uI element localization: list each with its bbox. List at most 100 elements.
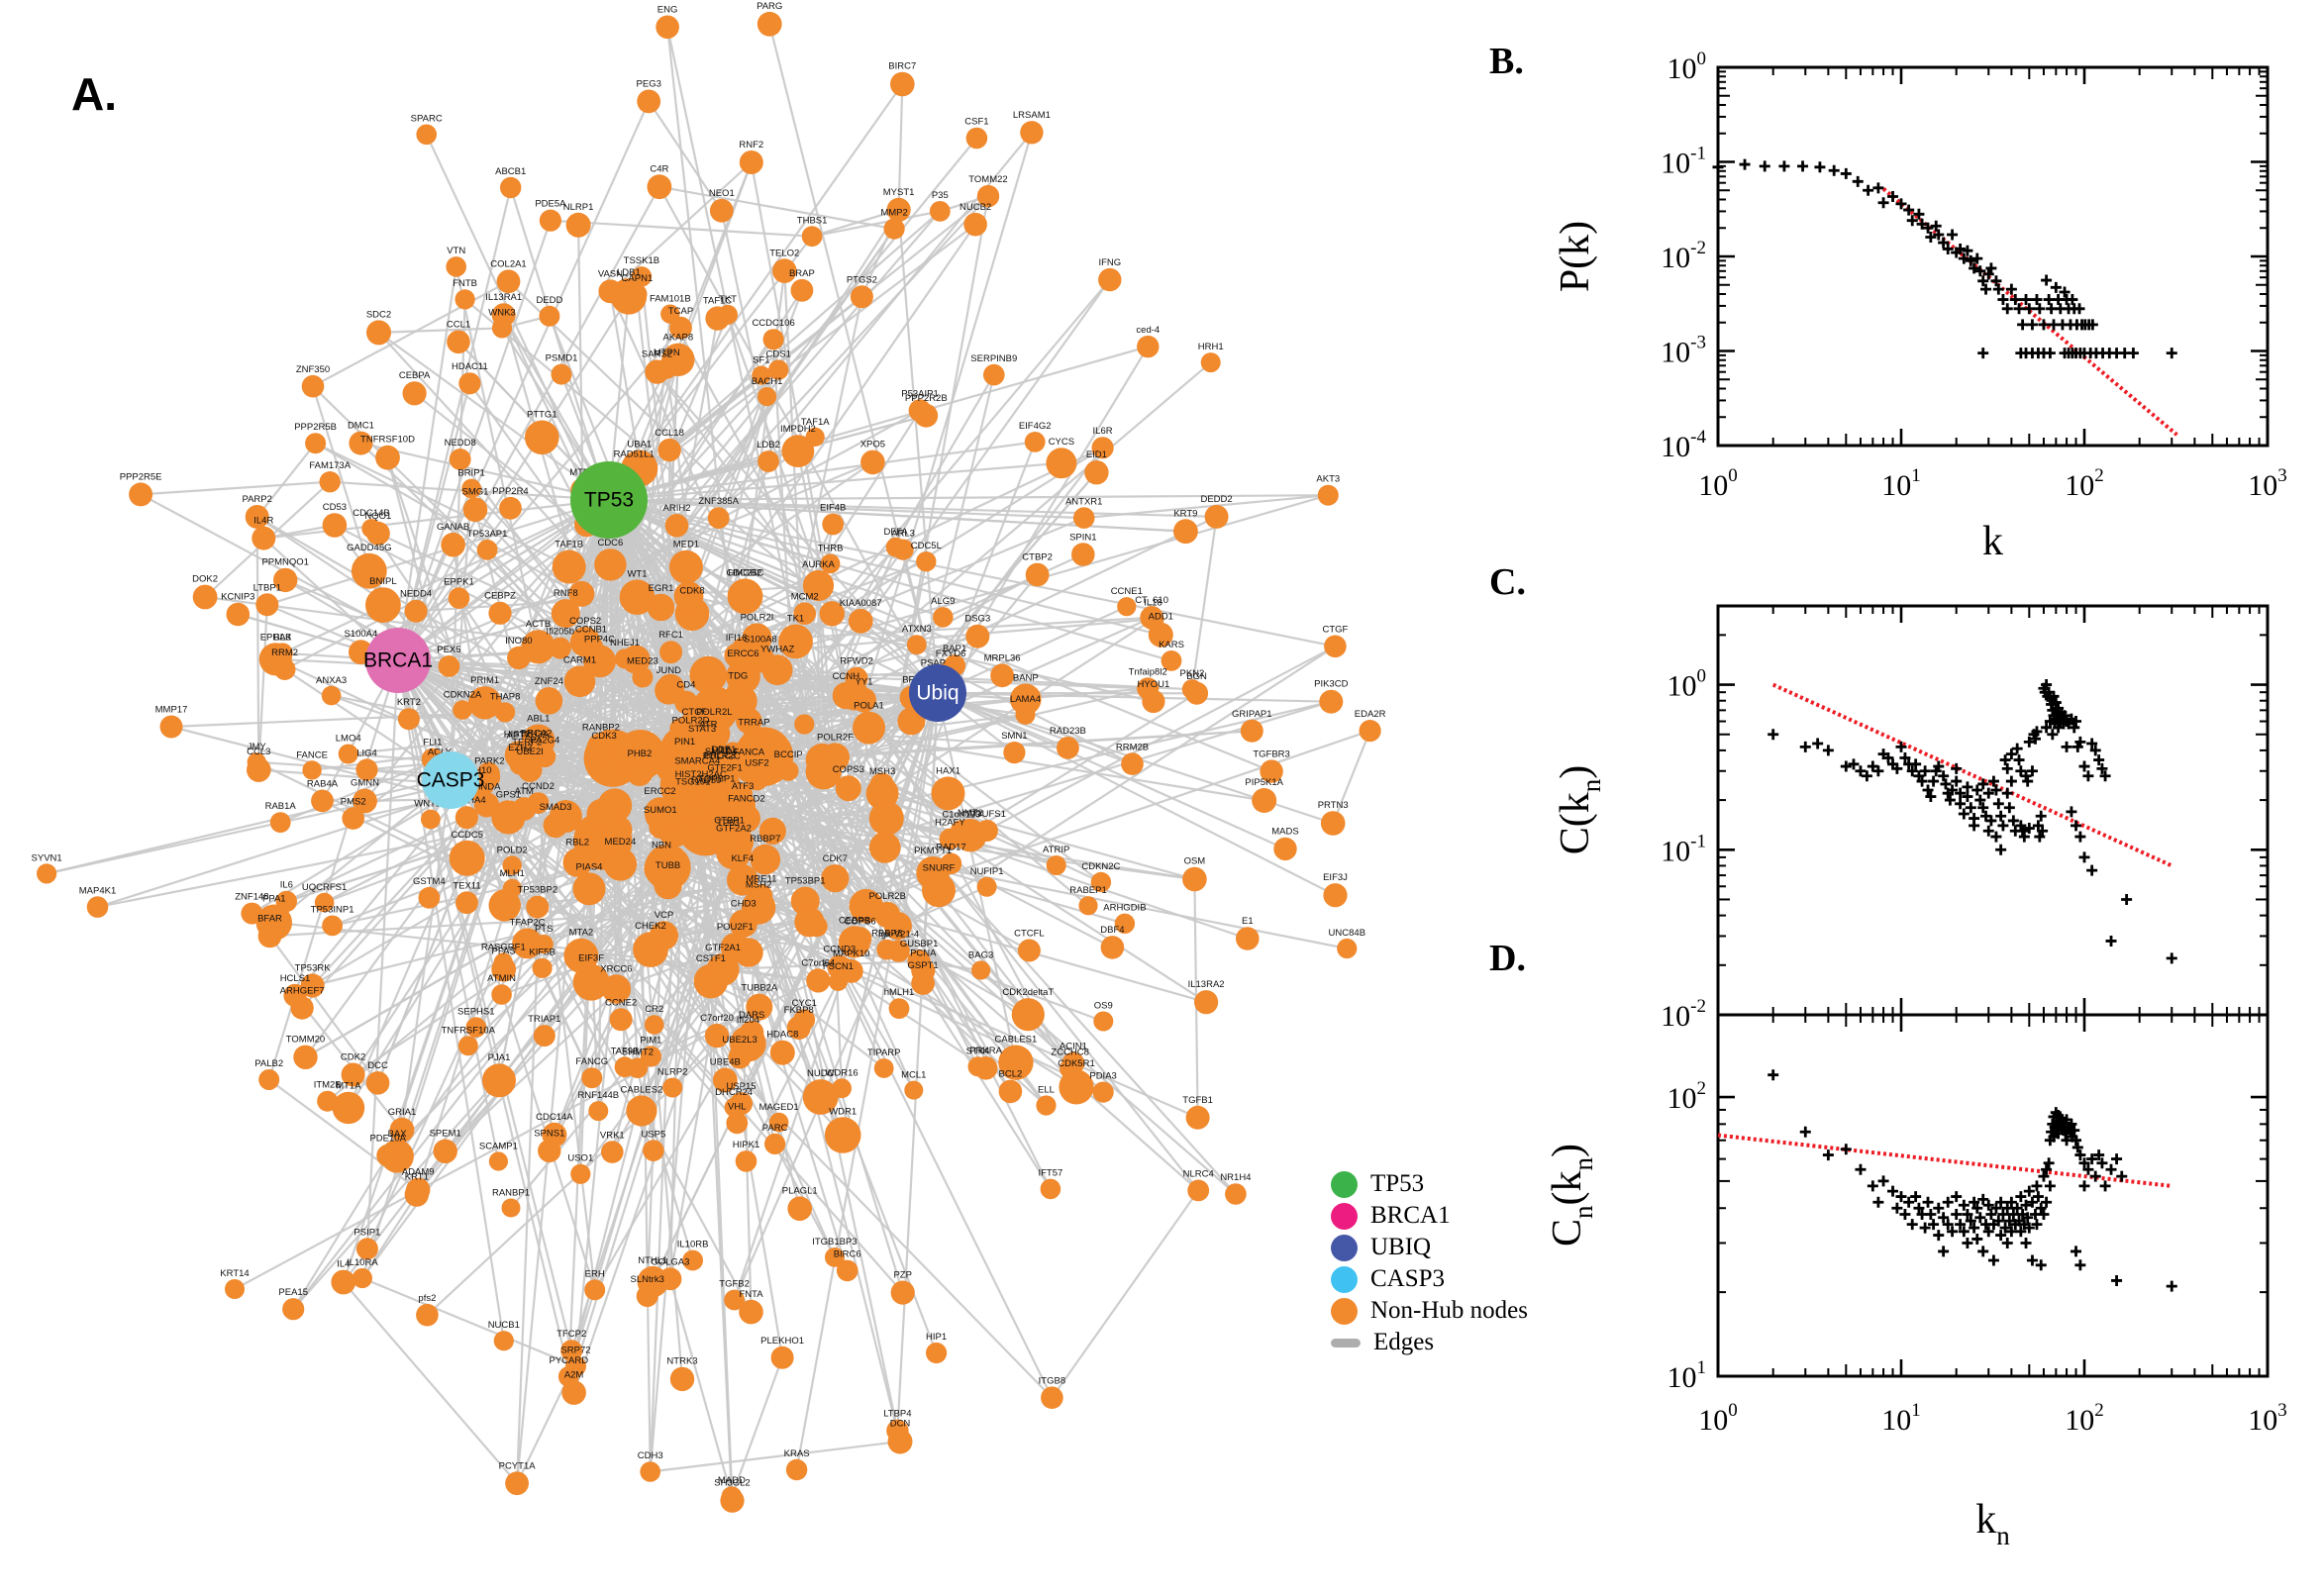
gene-label: COPS3 (833, 764, 864, 775)
data-point (1922, 1196, 1934, 1208)
gene-label: DFFA (883, 527, 908, 538)
gene-label: LAMA4 (1010, 694, 1041, 705)
gene-label: NBN (652, 841, 671, 851)
data-point (2121, 893, 2133, 905)
network-node (461, 478, 481, 499)
data-point (2078, 851, 2090, 863)
data-point (2043, 1157, 2055, 1169)
data-point (1872, 182, 1884, 194)
y-tick-label: 100 (1667, 666, 1707, 703)
gene-label: PIAS4 (576, 861, 603, 872)
data-point (1980, 283, 1992, 295)
gene-label: OSM (1184, 856, 1206, 867)
data-point (1958, 1199, 1970, 1211)
data-point (2005, 1196, 2017, 1208)
network-node (586, 798, 617, 830)
network-node (730, 1025, 766, 1062)
data-point (2031, 294, 2043, 306)
data-point (2022, 775, 2034, 787)
data-point (1867, 760, 1878, 772)
data-point (1916, 218, 1928, 230)
data-point (1995, 844, 2007, 855)
gene-label: ATMIN (487, 973, 516, 984)
gene-label: CTBP1 (714, 816, 745, 827)
data-point (1990, 1202, 2002, 1214)
data-point (2001, 1237, 2013, 1248)
data-point (1867, 1180, 1878, 1192)
network-node (768, 1112, 789, 1133)
gene-label: CD4 (676, 680, 695, 691)
network-node (502, 878, 522, 898)
network-node (562, 848, 592, 877)
gene-label: NEO1 (709, 188, 735, 199)
x-tick-label: 100 (1698, 1400, 1738, 1437)
network-node (586, 733, 616, 761)
data-point (1977, 275, 1989, 287)
network-node (565, 212, 591, 238)
network-node (975, 820, 998, 842)
gene-label: NDUFS1 (968, 809, 1006, 820)
data-point (1997, 820, 2009, 832)
network-edge (361, 1276, 576, 1367)
network-edge (817, 585, 844, 1089)
data-point (1778, 160, 1790, 172)
gene-label: RAB4A (307, 779, 339, 790)
data-point (2105, 1163, 2117, 1175)
data-point (1933, 1230, 1945, 1242)
network-node (499, 496, 522, 520)
gene-label: BFAR (257, 914, 282, 925)
data-point (1947, 1226, 1959, 1238)
gene-label: PIN1 (674, 737, 695, 748)
network-node (319, 471, 341, 493)
data-point (1942, 1219, 1954, 1231)
gene-label: DBF4 (1100, 925, 1124, 936)
data-point (1768, 729, 1779, 741)
data-point (2086, 738, 2098, 749)
network-edge (650, 1440, 901, 1473)
panel-d-label: D. (1489, 938, 1526, 979)
gene-label: ERCC2 (644, 786, 675, 797)
data-point (2074, 736, 2086, 748)
gene-label: USP15 (726, 1081, 756, 1092)
network-node (1060, 1057, 1081, 1079)
gene-label: CDK5R1 (1058, 1058, 1095, 1069)
gene-label: TAF1B (555, 540, 583, 550)
network-node (488, 601, 512, 625)
data-point (1947, 229, 1959, 241)
gene-label: PEX5 (437, 645, 460, 655)
gene-label: EID1 (1086, 449, 1107, 460)
network-node (331, 1269, 356, 1295)
gene-label: DSG3 (964, 614, 990, 625)
data-point (2020, 770, 2032, 782)
gene-label: DEDD (536, 295, 562, 306)
network-node (658, 1267, 682, 1291)
network-edge (659, 460, 874, 609)
network-node (1182, 866, 1207, 892)
gene-label: EZH2 (508, 743, 532, 753)
network-node (911, 971, 935, 995)
gene-label: RRM2B (1116, 742, 1149, 752)
network-node (736, 757, 761, 783)
network-node (720, 1488, 745, 1513)
network-edge (1083, 494, 1329, 520)
data-point (2044, 348, 2056, 359)
network-node (258, 643, 292, 676)
data-point (2166, 1280, 2177, 1292)
network-node (712, 1067, 738, 1093)
gene-label: ERH (585, 1268, 605, 1279)
gene-label: TGFBR3 (1253, 748, 1289, 759)
y-tick-label: 10-1 (1661, 144, 1706, 180)
gene-label: FANCA (733, 748, 764, 758)
data-point (1969, 1196, 1980, 1208)
gene-label: RBBP8 (871, 929, 902, 940)
data-point (2050, 281, 2062, 293)
network-node (273, 567, 298, 593)
gene-label: EPHA3 (260, 632, 291, 643)
y-axis-title: Cn(kn) (1545, 1144, 1598, 1247)
legend: TP53 BRCA1 UBIQ CASP3 Non-Hub nodes Edges (1331, 1168, 1528, 1358)
network-node (311, 789, 334, 813)
gene-label: TGFB1 (1182, 1095, 1213, 1106)
network-node (488, 1151, 508, 1171)
gene-label: MED23 (627, 656, 658, 667)
network-node (770, 1346, 794, 1369)
